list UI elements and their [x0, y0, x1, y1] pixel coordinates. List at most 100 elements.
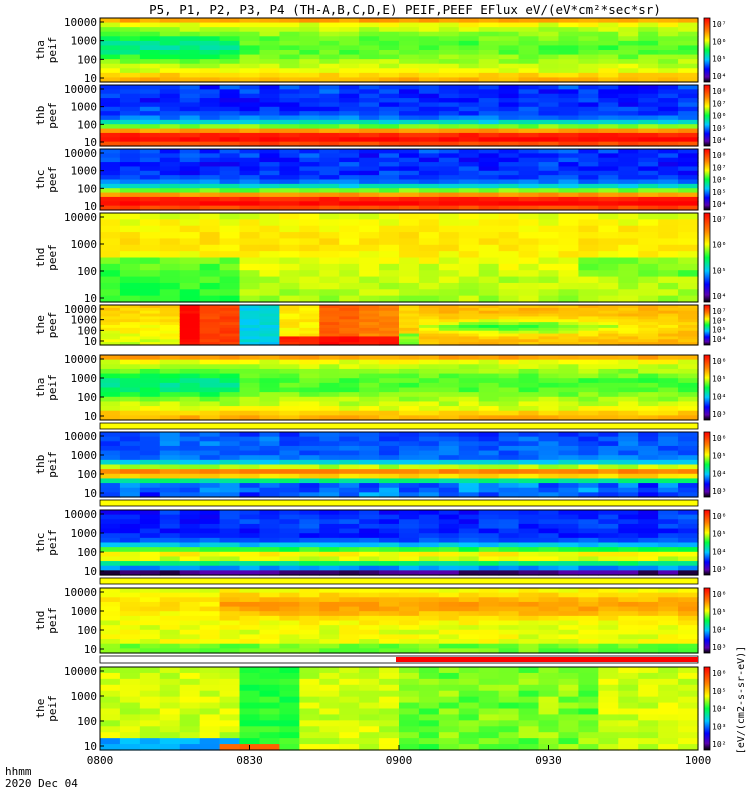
heatmap-cell	[638, 392, 659, 398]
heatmap-cell	[438, 50, 460, 56]
heatmap-cell	[319, 106, 340, 112]
heatmap-cell	[598, 305, 619, 309]
heatmap-cell	[658, 342, 679, 346]
heatmap-cell	[179, 36, 201, 42]
heatmap-cell	[438, 611, 460, 617]
heatmap-cell	[139, 119, 161, 125]
heatmap-cell	[458, 72, 480, 79]
heatmap-cell	[319, 141, 340, 147]
heatmap-cell	[558, 601, 579, 608]
heatmap-cell	[438, 726, 460, 733]
heatmap-cell	[598, 115, 619, 121]
colorbar-tick-label: 10⁸	[712, 87, 726, 96]
heatmap-cell	[658, 441, 679, 447]
heatmap-cell	[259, 192, 280, 198]
heatmap-cell	[159, 225, 181, 233]
heatmap-cell	[159, 205, 181, 211]
heatmap-cell	[638, 282, 659, 290]
heatmap-cell	[458, 469, 480, 475]
heatmap-cell	[159, 166, 181, 172]
heatmap-cell	[558, 316, 579, 320]
time-axis-label-hhmm: hhmm	[5, 765, 32, 778]
heatmap-cell	[319, 364, 340, 370]
heatmap-cell	[458, 672, 480, 680]
heatmap-cell	[438, 149, 460, 154]
heatmap-cell	[598, 251, 619, 259]
heatmap-cell	[618, 436, 639, 442]
heatmap-cell	[259, 355, 280, 361]
heatmap-cell	[518, 124, 540, 130]
heatmap-cell	[139, 141, 161, 147]
heatmap-cell	[399, 59, 420, 65]
heatmap-cell	[638, 597, 659, 603]
heatmap-cell	[339, 639, 360, 645]
heatmap-cell	[100, 542, 121, 548]
heatmap-cell	[339, 40, 360, 47]
heatmap-cell	[100, 149, 121, 154]
heatmap-cell	[219, 213, 241, 220]
heatmap-cell	[179, 648, 201, 654]
heatmap-cell	[399, 205, 420, 211]
heatmap-cell	[379, 551, 400, 558]
y-tick-label: 10	[84, 643, 97, 656]
heatmap-cell	[638, 625, 659, 631]
heatmap-cell	[658, 119, 679, 125]
heatmap-cell	[658, 289, 679, 297]
heatmap-cell	[379, 387, 400, 393]
heatmap-cell	[379, 119, 400, 125]
heatmap-cell	[478, 672, 500, 680]
heatmap-cell	[518, 316, 540, 320]
heatmap-cell	[458, 219, 480, 227]
heatmap-cell	[219, 726, 241, 733]
heatmap-cell	[438, 305, 460, 309]
heatmap-cell	[179, 102, 201, 108]
heatmap-cell	[658, 201, 679, 207]
heatmap-cell	[598, 432, 619, 438]
heatmap-cell	[578, 251, 599, 259]
heatmap-cell	[279, 128, 300, 134]
heatmap-cell	[638, 611, 659, 617]
heatmap-cell	[558, 119, 579, 125]
heatmap-cell	[279, 364, 300, 370]
heatmap-cell	[199, 401, 221, 407]
heatmap-cell	[598, 415, 619, 421]
heatmap-cell	[379, 588, 400, 594]
heatmap-cell	[319, 726, 340, 733]
heatmap-cell	[100, 333, 121, 338]
heatmap-cell	[418, 27, 440, 33]
heatmap-cell	[179, 726, 201, 733]
heatmap-cell	[299, 634, 320, 640]
heatmap-cell	[379, 342, 400, 346]
heatmap-cell	[100, 22, 121, 28]
heatmap-cell	[239, 732, 261, 739]
mode-indicator-bar	[99, 577, 699, 585]
heatmap-cell	[279, 106, 300, 112]
heatmap-cell	[239, 132, 261, 138]
heatmap-cell	[139, 392, 161, 398]
heatmap-cell	[139, 54, 161, 60]
heatmap-cell	[538, 307, 560, 312]
heatmap-cell	[558, 382, 579, 389]
heatmap-cell	[618, 325, 639, 329]
colorbar	[703, 212, 711, 303]
heatmap-cell	[478, 63, 500, 69]
heatmap-cell	[618, 153, 639, 159]
heatmap-cell	[598, 188, 619, 194]
heatmap-cell	[538, 441, 560, 447]
heatmap-cell	[199, 611, 221, 617]
heatmap-cell	[498, 330, 520, 335]
heatmap-cell	[458, 441, 480, 447]
heatmap-cell	[558, 592, 579, 598]
heatmap-cell	[578, 396, 599, 403]
heatmap-cell	[299, 188, 320, 194]
heatmap-cell	[578, 606, 599, 612]
heatmap-cell	[159, 436, 181, 442]
heatmap-cell	[359, 232, 380, 240]
heatmap-cell	[100, 510, 121, 516]
heatmap-cell	[438, 547, 460, 553]
heatmap-cell	[478, 128, 500, 134]
heatmap-cell	[379, 528, 400, 534]
heatmap-cell	[379, 547, 400, 553]
heatmap-cell	[418, 364, 440, 370]
heatmap-cell	[100, 561, 121, 567]
